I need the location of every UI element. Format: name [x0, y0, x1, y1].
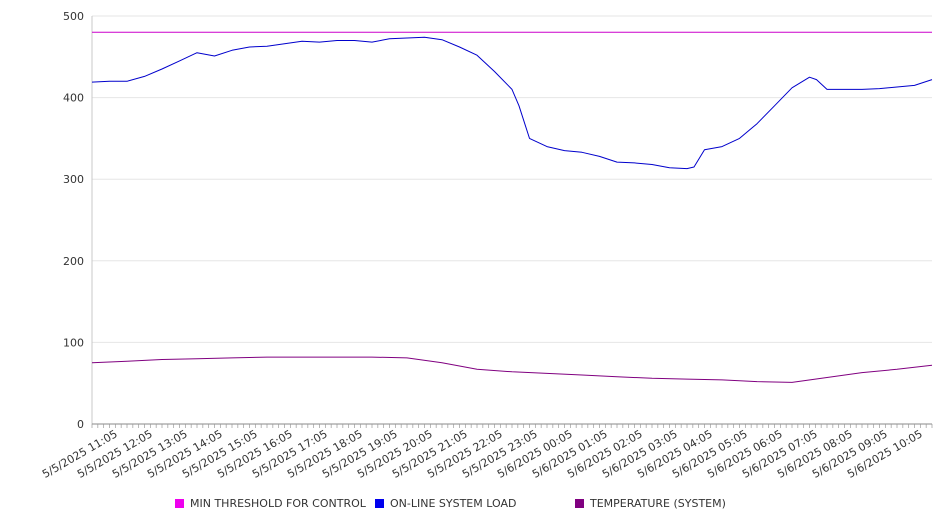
- y-tick-label: 300: [63, 173, 84, 186]
- y-tick-label: 100: [63, 336, 84, 349]
- series-line-temperature: [91, 356, 933, 383]
- legend-label-system-load: ON-LINE SYSTEM LOAD: [390, 497, 517, 510]
- legend-label-temperature: TEMPERATURE (SYSTEM): [590, 497, 726, 510]
- y-tick-label: 0: [77, 418, 84, 431]
- series-line-system-load: [91, 36, 933, 170]
- y-tick-label: 200: [63, 255, 84, 268]
- y-tick-label: 400: [63, 92, 84, 105]
- legend-swatch-temperature: [575, 499, 584, 508]
- legend: MIN THRESHOLD FOR CONTROL ON-LINE SYSTEM…: [0, 497, 946, 515]
- legend-swatch-min-threshold: [175, 499, 184, 508]
- legend-item-min-threshold: MIN THRESHOLD FOR CONTROL: [175, 497, 366, 510]
- y-tick-label: 500: [63, 10, 84, 23]
- legend-swatch-system-load: [375, 499, 384, 508]
- legend-label-min-threshold: MIN THRESHOLD FOR CONTROL: [190, 497, 366, 510]
- legend-item-system-load: ON-LINE SYSTEM LOAD: [375, 497, 516, 510]
- legend-item-temperature: TEMPERATURE (SYSTEM): [575, 497, 726, 510]
